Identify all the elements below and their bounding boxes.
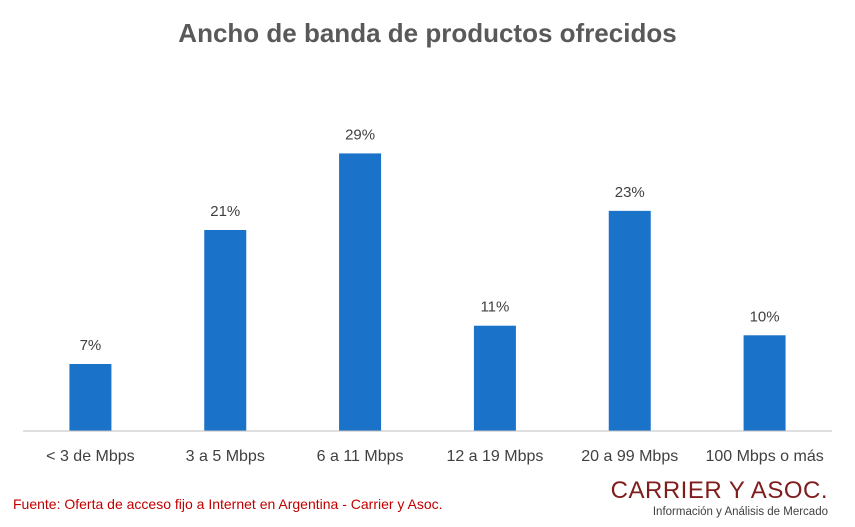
category-label-5: 20 a 99 Mbps xyxy=(581,448,678,465)
data-label-2: 21% xyxy=(210,203,240,220)
bar-5 xyxy=(608,210,651,431)
chart-title: Ancho de banda de productos ofrecidos xyxy=(178,18,677,48)
source-note: Fuente: Oferta de acceso fijo a Internet… xyxy=(13,496,443,512)
brand-tagline: Información y Análisis de Mercado xyxy=(652,506,828,518)
data-label-5: 23% xyxy=(615,184,645,201)
data-label-6: 10% xyxy=(750,308,780,325)
bar-6 xyxy=(743,335,786,431)
brand-logo: CARRIER Y ASOC. Información y Análisis d… xyxy=(611,477,828,519)
category-label-6: 100 Mbps o más xyxy=(705,448,823,465)
category-label-1: < 3 de Mbps xyxy=(46,448,135,465)
bar-4 xyxy=(473,325,516,431)
category-label-2: 3 a 5 Mbps xyxy=(186,448,265,465)
bar-1 xyxy=(69,364,112,431)
data-label-1: 7% xyxy=(80,337,102,354)
bar-3 xyxy=(339,153,382,431)
labels-group: 7% < 3 de Mbps 21% 3 a 5 Mbps 29% 6 a 11 Mbps… xyxy=(46,126,824,465)
brand-name: CARRIER Y ASOC. xyxy=(610,477,828,504)
bar-2 xyxy=(204,230,247,431)
data-label-3: 29% xyxy=(345,126,375,143)
category-label-3: 6 a 11 Mbps xyxy=(317,448,404,465)
category-label-4: 12 a 19 Mbps xyxy=(446,448,543,465)
data-label-4: 11% xyxy=(480,299,509,316)
bars-group xyxy=(69,153,786,431)
